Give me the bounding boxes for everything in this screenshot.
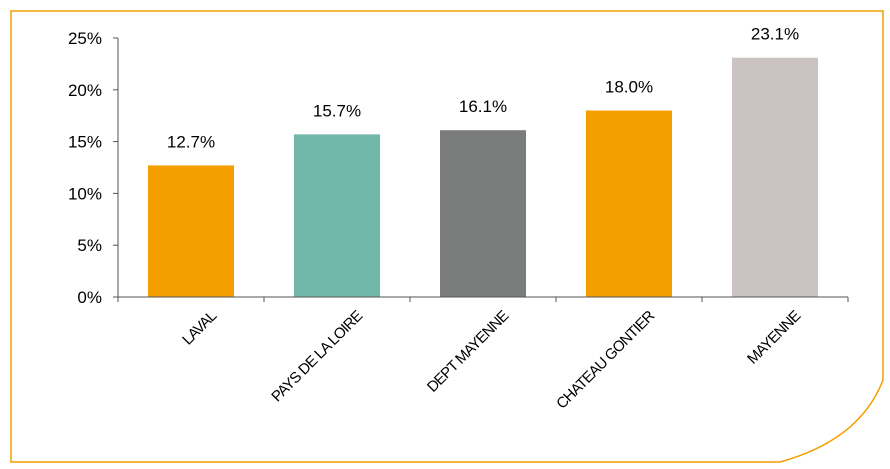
x-tick-label: MAYENNE [744,307,804,367]
y-tick-label: 25% [68,29,102,48]
data-label: 23.1% [751,25,799,44]
x-axis: LAVAL PAYS DE LA LOIRE DEPT MAYENNE CHATEAU… [117,296,849,413]
x-tick-label: LAVAL [179,307,220,348]
x-tick-label: DEPT MAYENNE [424,307,513,396]
x-tick-label: PAYS DE LA LOIRE [268,307,366,405]
data-label: 15.7% [313,101,361,120]
bars: 12.7% 15.7% 16.1% 18.0% 23.1% [148,25,818,298]
y-tick-label: 10% [68,184,102,203]
y-tick-label: 20% [68,81,102,100]
y-tick-label: 0% [77,288,102,307]
bar-mayenne [732,57,818,298]
data-label: 12.7% [167,132,215,151]
bar-laval [148,165,234,297]
chart-frame [10,10,884,463]
bar-pays-de-la-loire [294,134,380,297]
x-tick-label: CHATEAU GONTIER [553,307,658,412]
y-tick-label: 15% [68,133,102,152]
data-label: 16.1% [459,97,507,116]
y-axis: 0% 5% 10% 15% 20% 25% [68,29,119,307]
y-tick-label: 5% [77,236,102,255]
data-label: 18.0% [605,78,653,97]
bar-dept-mayenne [440,130,526,297]
bar-chateau-gontier [586,110,672,298]
